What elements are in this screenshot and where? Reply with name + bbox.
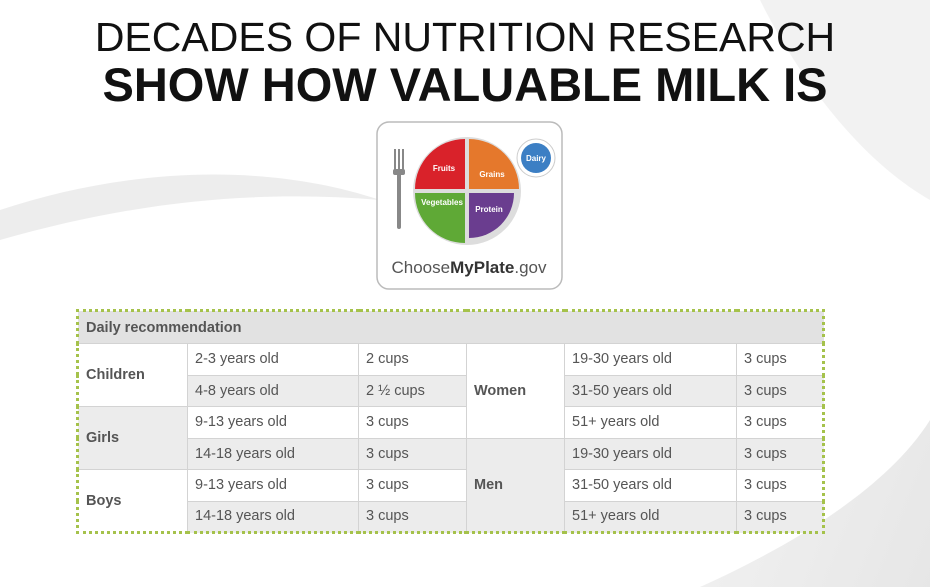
brand-myplate: MyPlate [450, 258, 514, 277]
age-cell: 19-30 years old [564, 437, 737, 470]
amount-cell: 3 cups [358, 437, 467, 470]
table-row: Boys 9-13 years old 3 cups 31-50 years old 3… [77, 469, 824, 533]
age-cell: 51+ years old [564, 406, 737, 439]
age-cell: 51+ years old [564, 500, 737, 533]
title-line1: DECADES OF NUTRITION RESEARCH [94, 14, 836, 60]
age-cell: 14-18 years old [187, 500, 359, 533]
table-row: 4-8 years old 2 ½ cups 31-50 years old 3 cu… [78, 374, 824, 407]
milk-splash [760, 0, 930, 200]
table-header: Daily recommendation [77, 310, 824, 344]
amount-cell: 3 cups [736, 343, 824, 376]
age-cell: 19-30 years old [564, 343, 737, 376]
milk-splash [700, 0, 930, 587]
dairy-label: Dairy [526, 154, 547, 163]
amount-cell: 3 cups [736, 469, 824, 502]
fork [393, 149, 405, 229]
fruits-label: Fruits [433, 164, 456, 173]
group-cell: Women [466, 343, 565, 439]
amount-cell: 3 cups [358, 469, 467, 502]
amount-cell: 3 cups [736, 374, 824, 407]
grains-segment [469, 139, 519, 189]
group-cell: Girls [77, 406, 188, 470]
age-cell: 14-18 years old [187, 437, 359, 470]
protein-segment [469, 193, 514, 238]
amount-cell: 3 cups [358, 406, 467, 439]
protein-label: Protein [475, 205, 503, 214]
vegetables-segment [415, 193, 465, 243]
age-cell: 4-8 years old [187, 374, 359, 407]
group-cell: Boys [77, 469, 188, 533]
header-row: Daily recommendation [77, 310, 824, 344]
title-line2: SHOW HOW VALUABLE MILK IS [102, 58, 828, 111]
amount-cell: 3 cups [358, 500, 467, 533]
brand-gov: .gov [514, 258, 547, 277]
fruits-segment [415, 139, 465, 189]
brand: ChooseMyPlate.gov [392, 258, 547, 277]
amount-cell: 3 cups [736, 406, 824, 439]
amount-cell: 2 cups [358, 343, 467, 376]
age-cell: 31-50 years old [564, 374, 737, 407]
vegetables-label: Vegetables [421, 198, 463, 207]
brand-choose: Choose [392, 258, 451, 277]
amount-cell: 3 cups [736, 437, 824, 470]
group-cell: Children [77, 343, 188, 407]
plate [413, 137, 521, 245]
dairy-segment [521, 143, 551, 173]
age-cell: 2-3 years old [187, 343, 359, 376]
table-row: 14-18 years old 3 cups Men 19-30 years old 3… [78, 437, 824, 533]
table-row: 14-18 years old 3 cups 51+ years old 3 cups [78, 500, 824, 533]
age-cell: 9-13 years old [187, 469, 359, 502]
amount-cell: 2 ½ cups [358, 374, 467, 407]
table-row: Children 2-3 years old 2 cups Women 19-30 ye… [77, 343, 824, 439]
age-cell: 31-50 years old [564, 469, 737, 502]
amount-cell: 3 cups [736, 500, 824, 533]
myplate-logo: Fruits Grains Vegetables Protein Dairy C… [376, 121, 563, 290]
milk-splash [0, 174, 380, 240]
table-row: Girls 9-13 years old 3 cups 51+ years old 3 … [77, 406, 824, 470]
recommendation-table: Daily recommendation Children 2-3 years ol… [76, 309, 825, 534]
age-cell: 9-13 years old [187, 406, 359, 439]
grains-label: Grains [479, 170, 505, 179]
group-cell: Men [466, 437, 565, 533]
